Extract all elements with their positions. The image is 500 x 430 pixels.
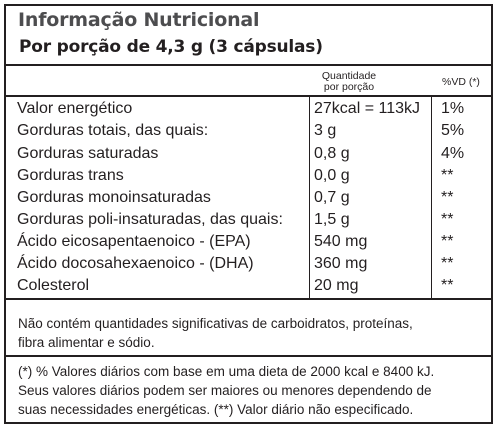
footnote-line: suas necessidades energéticas. (**) Valo… xyxy=(18,402,414,417)
nutrient-daily-value: 4% xyxy=(441,145,465,162)
not-significant-note: Não contém quantidades significativas de… xyxy=(18,314,478,352)
nutrient-name: Gorduras poli-insaturadas, das quais: xyxy=(17,211,283,228)
nutrient-quantity: 0,0 g xyxy=(314,167,350,184)
nutrient-quantity: 0,7 g xyxy=(314,189,350,206)
header-divider xyxy=(6,64,491,66)
nutrient-name: Gorduras monoinsaturadas xyxy=(17,189,211,206)
table-row: Colesterol 20 mg ** xyxy=(6,275,491,296)
nutrient-daily-value: ** xyxy=(441,211,454,228)
quantity-header-line2: por porção xyxy=(323,81,375,93)
daily-value-footnote: (*) % Valores diários com base em uma di… xyxy=(18,362,490,419)
nutrient-daily-value: 5% xyxy=(441,122,465,139)
nutrient-quantity: 540 mg xyxy=(314,233,368,250)
table-bottom-divider xyxy=(6,298,491,300)
nutrient-quantity: 0,8 g xyxy=(314,145,350,162)
nutrient-quantity: 20 mg xyxy=(314,277,359,294)
nutrient-name: Ácido eicosapentaenoico - (EPA) xyxy=(17,233,251,250)
nutrient-daily-value: ** xyxy=(441,167,454,184)
table-top-divider xyxy=(6,95,491,97)
nutrient-quantity: 3 g xyxy=(314,122,337,139)
note-line: fibra alimentar e sódio. xyxy=(18,335,155,350)
column-divider-2 xyxy=(431,97,432,298)
nutrient-daily-value: ** xyxy=(441,189,454,206)
table-row: Gorduras poli-insaturadas, das quais: 1,… xyxy=(6,209,491,230)
nutrient-name: Ácido docosahexaenoico - (DHA) xyxy=(17,255,254,272)
nutrient-daily-value: ** xyxy=(441,233,454,250)
table-row: Gorduras trans 0,0 g ** xyxy=(6,165,491,186)
table-row: Gorduras totais, das quais: 3 g 5% xyxy=(6,120,491,141)
nutrition-facts-panel: Informação Nutricional Por porção de 4,3… xyxy=(4,4,493,424)
nutrient-quantity: 360 mg xyxy=(314,255,368,272)
quantity-header-line1: Quantidade xyxy=(321,70,377,82)
nutrient-daily-value: ** xyxy=(441,277,454,294)
nutrient-quantity: 27kcal = 113kJ xyxy=(314,100,420,117)
nutrient-name: Gorduras totais, das quais: xyxy=(17,122,209,139)
nutrient-name: Gorduras trans xyxy=(17,167,124,184)
table-row: Gorduras saturadas 0,8 g 4% xyxy=(6,143,491,164)
table-row: Ácido eicosapentaenoico - (EPA) 540 mg *… xyxy=(6,231,491,252)
footnote-line: (*) % Valores diários com base em uma di… xyxy=(18,364,435,379)
nutrient-quantity: 1,5 g xyxy=(314,211,350,228)
table-row: Ácido docosahexaenoico - (DHA) 360 mg ** xyxy=(6,253,491,274)
column-divider-1 xyxy=(309,97,310,298)
note-line: Não contém quantidades significativas de… xyxy=(18,316,413,331)
nutrient-daily-value: ** xyxy=(441,255,454,272)
nutrient-name: Valor energético xyxy=(17,100,133,117)
panel-title: Informação Nutricional xyxy=(18,9,260,31)
footnote-line: Seus valores diários podem ser maiores o… xyxy=(18,383,432,398)
quantity-column-header: Quantidade por porção xyxy=(314,71,384,93)
nutrient-daily-value: 1% xyxy=(441,100,465,117)
nutrient-name: Colesterol xyxy=(17,277,90,294)
nutrient-name: Gorduras saturadas xyxy=(17,145,159,162)
daily-value-column-header: %VD (*) xyxy=(442,76,480,88)
serving-size: Por porção de 4,3 g (3 cápsulas) xyxy=(19,37,323,57)
table-row: Valor energético 27kcal = 113kJ 1% xyxy=(6,98,491,119)
footnote-divider xyxy=(6,355,491,357)
table-row: Gorduras monoinsaturadas 0,7 g ** xyxy=(6,187,491,208)
